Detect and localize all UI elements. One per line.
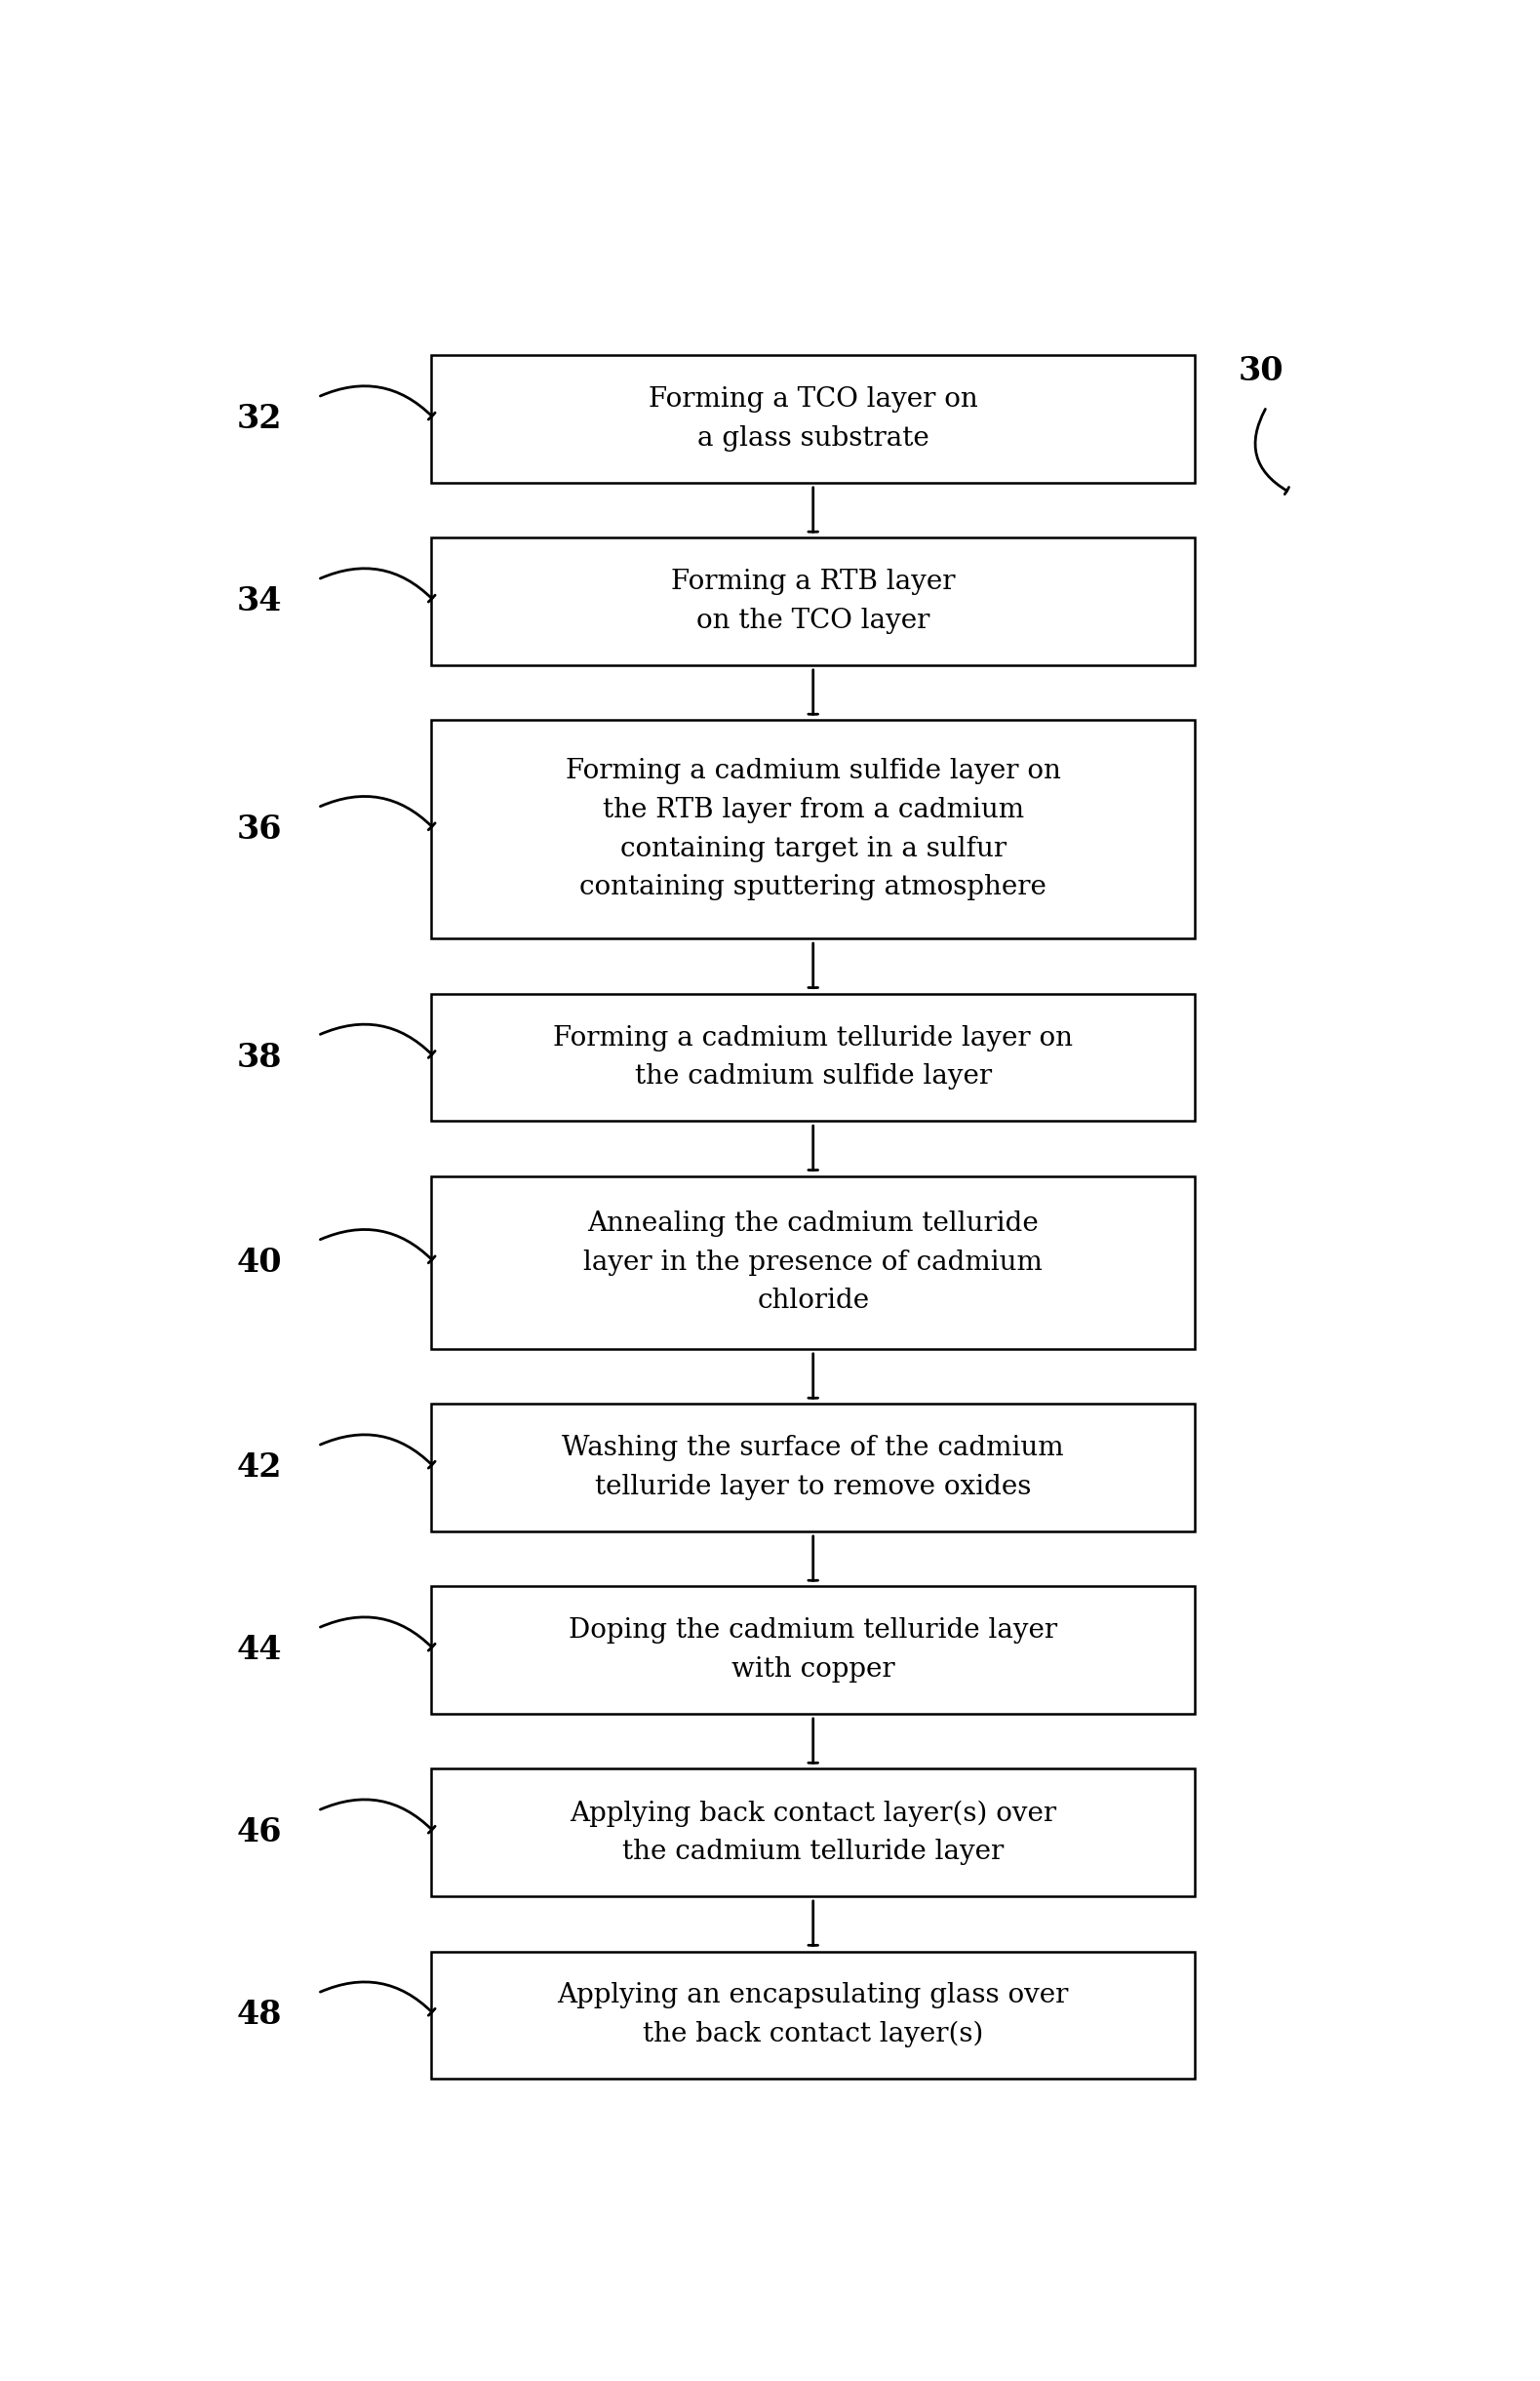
Text: 38: 38 (237, 1040, 282, 1074)
Bar (431, 1586, 1195, 1714)
Text: Applying an encapsulating glass over
the back contact layer(s): Applying an encapsulating glass over the… (557, 1983, 1069, 2048)
Text: Forming a cadmium sulfide layer on
the RTB layer from a cadmium
containing targe: Forming a cadmium sulfide layer on the R… (565, 760, 1061, 900)
Text: 48: 48 (237, 2000, 282, 2031)
Text: Applying back contact layer(s) over
the cadmium telluride layer: Applying back contact layer(s) over the … (570, 1800, 1056, 1864)
Text: Forming a cadmium telluride layer on
the cadmium sulfide layer: Forming a cadmium telluride layer on the… (553, 1024, 1073, 1090)
Text: 30: 30 (1238, 355, 1283, 388)
Text: 34: 34 (237, 586, 282, 617)
Text: Washing the surface of the cadmium
telluride layer to remove oxides: Washing the surface of the cadmium tellu… (562, 1436, 1064, 1500)
Bar (431, 1176, 1195, 1350)
Bar (431, 719, 1195, 938)
Bar (431, 1952, 1195, 2079)
Text: Annealing the cadmium telluride
layer in the presence of cadmium
chloride: Annealing the cadmium telluride layer in… (584, 1212, 1043, 1314)
Bar (431, 993, 1195, 1121)
Text: 40: 40 (237, 1248, 282, 1279)
Bar (431, 355, 1195, 483)
Text: 46: 46 (237, 1817, 282, 1848)
Text: Doping the cadmium telluride layer
with copper: Doping the cadmium telluride layer with … (568, 1617, 1058, 1683)
Bar (431, 1405, 1195, 1531)
Bar (431, 538, 1195, 664)
Text: 44: 44 (237, 1633, 282, 1667)
Bar (431, 1769, 1195, 1895)
Text: Forming a RTB layer
on the TCO layer: Forming a RTB layer on the TCO layer (671, 569, 955, 633)
Text: 32: 32 (237, 402, 282, 436)
Text: 42: 42 (237, 1452, 282, 1483)
Text: 36: 36 (237, 814, 282, 845)
Text: Forming a TCO layer on
a glass substrate: Forming a TCO layer on a glass substrate (648, 386, 978, 452)
